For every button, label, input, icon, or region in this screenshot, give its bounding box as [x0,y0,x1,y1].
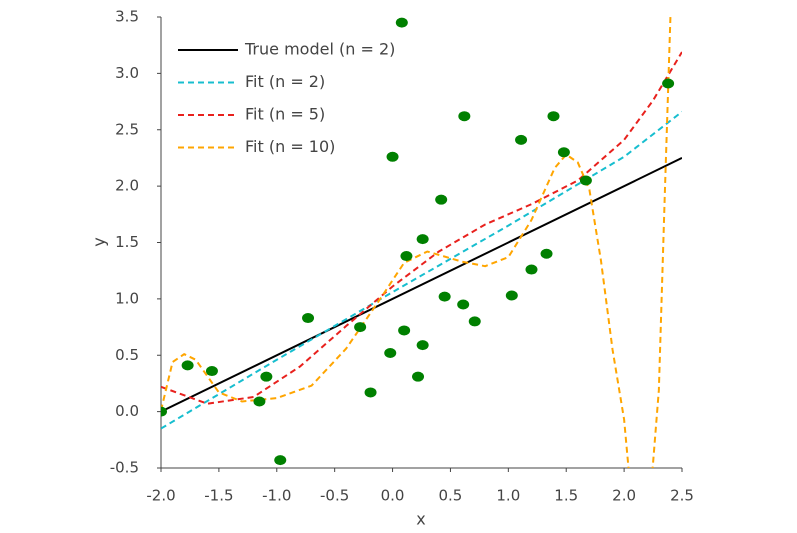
scatter-point [161,406,167,417]
scatter-point [579,175,592,186]
plot-area [161,17,682,468]
scatter-point [302,313,315,324]
scatter-point [412,371,425,382]
scatter-point [205,366,218,377]
scatter-point [274,455,287,466]
scatter-point [400,251,413,262]
scatter-point [260,371,273,382]
y-tick-label: 0.5 [115,346,139,364]
x-tick-label: 0.0 [381,487,405,505]
x-tick-label: 2.0 [612,487,636,505]
scatter-point [540,248,553,259]
x-tick-label: -1.5 [204,487,233,505]
scatter-point [525,264,538,275]
scatter-point [384,347,397,358]
y-tick-label: 3.0 [115,64,139,82]
x-tick-label: 1.5 [554,487,578,505]
scatter-point [547,111,560,122]
scatter-point [505,290,518,301]
x-axis-label: x [416,510,425,529]
x-tick-label: 2.5 [670,487,694,505]
line-series [161,17,672,468]
y-axis-label: y [90,237,109,246]
y-tick-label: 3.5 [115,8,139,26]
line-series [161,157,682,413]
legend-label: Fit (n = 2) [245,72,325,91]
scatter-point [557,147,570,158]
x-tick-label: -2.0 [146,487,175,505]
scatter-point [253,396,266,407]
y-tick-label: 2.5 [115,120,139,138]
scatter-point [662,78,675,89]
legend-label: True model (n = 2) [244,40,395,59]
line-series [161,110,682,430]
scatter-point [515,134,528,145]
scatter-point [398,325,411,336]
scatter-point [457,299,470,310]
y-tick-label: 1.5 [115,233,139,251]
scatter-point [354,322,367,333]
scatter-point [458,111,471,122]
scatter-point [416,234,429,245]
x-tick-label: 0.5 [439,487,463,505]
scatter-point [435,194,448,205]
scatter-point [416,340,429,351]
scatter-point [181,360,194,371]
x-tick-label: 1.0 [496,487,520,505]
y-tick-label: 1.0 [115,289,139,307]
y-tick-label: -0.5 [110,459,139,477]
scatter-point [386,151,399,162]
scatter-point [438,291,451,302]
y-tick-label: 2.0 [115,177,139,195]
x-tick-label: -1.0 [262,487,291,505]
legend-label: Fit (n = 10) [245,137,335,156]
line-series [161,51,682,405]
x-tick-label: -0.5 [320,487,349,505]
scatter-point [395,17,408,28]
scatter-point [364,387,377,398]
scatter-point [468,316,481,327]
legend-label: Fit (n = 5) [245,105,325,124]
y-tick-label: 0.0 [115,402,139,420]
